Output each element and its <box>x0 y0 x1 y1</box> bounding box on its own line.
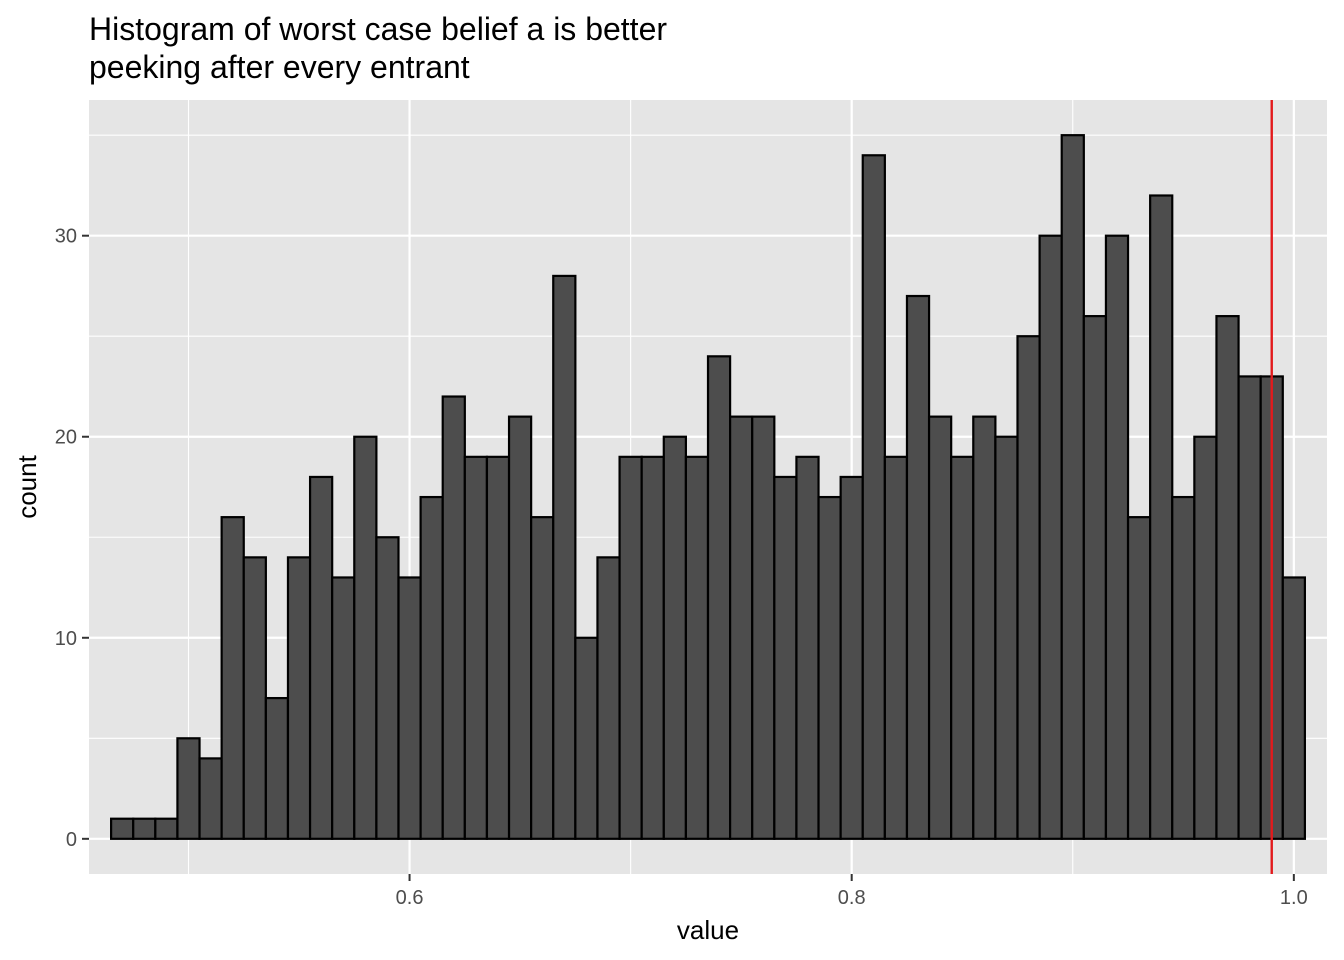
histogram-bar <box>132 817 157 840</box>
histogram-bar <box>729 415 754 840</box>
histogram-bar <box>574 636 599 840</box>
histogram-bar <box>1104 234 1130 840</box>
histogram-bar <box>618 455 643 840</box>
histogram-bar <box>1193 435 1218 840</box>
histogram-bar <box>507 415 533 840</box>
x-axis-ticks: 0.6 0.8 1.0 <box>396 874 1308 909</box>
histogram-bar <box>817 495 842 840</box>
y-tick-label: 20 <box>55 427 77 449</box>
histogram-bar <box>640 455 665 840</box>
y-tick-label: 30 <box>55 226 77 248</box>
histogram-bar <box>905 294 931 840</box>
histogram-bar <box>1149 194 1174 840</box>
histogram-bar <box>485 455 511 840</box>
histogram-bar <box>419 495 444 840</box>
histogram-bar <box>286 556 312 840</box>
histogram-bars <box>110 134 1306 840</box>
histogram-bar <box>751 415 776 840</box>
histogram-bar <box>552 274 577 840</box>
histogram-bar <box>596 556 621 840</box>
histogram-bar <box>1016 335 1041 840</box>
histogram-bar <box>1038 234 1063 840</box>
y-axis-title: count <box>12 454 42 518</box>
histogram-bar <box>950 455 975 840</box>
y-tick-label: 0 <box>66 829 77 851</box>
chart-title-line-1: Histogram of worst case belief a is bett… <box>89 11 667 47</box>
x-tick-label: 0.6 <box>396 887 424 909</box>
y-axis-ticks: 0 10 20 30 <box>55 226 89 851</box>
histogram-bar <box>839 475 864 840</box>
histogram-bar <box>861 154 886 840</box>
histogram-bar <box>1082 315 1108 840</box>
histogram-bar <box>308 475 334 840</box>
histogram-bar <box>972 415 997 840</box>
histogram-bar <box>441 395 466 840</box>
histogram-bar <box>927 415 953 840</box>
histogram-bar <box>110 817 135 840</box>
histogram-bar <box>1171 495 1196 840</box>
histogram-bar <box>176 737 201 840</box>
histogram-bar <box>331 576 356 840</box>
histogram-bar <box>1126 516 1152 840</box>
histogram-bar <box>1281 576 1306 840</box>
histogram-bar <box>154 817 179 840</box>
x-axis-title: value <box>677 915 739 945</box>
histogram-bar <box>463 455 489 840</box>
x-tick-label: 1.0 <box>1280 887 1308 909</box>
histogram-bar <box>353 435 378 840</box>
histogram-bar <box>220 516 245 840</box>
histogram-bar <box>1060 134 1085 840</box>
x-tick-label: 0.8 <box>838 887 866 909</box>
histogram-bar <box>198 757 223 840</box>
histogram-bar <box>684 455 710 840</box>
chart-title-line-2: peeking after every entrant <box>89 49 470 85</box>
histogram-bar <box>242 556 267 840</box>
histogram-bar <box>375 536 400 840</box>
histogram-bar <box>397 576 422 840</box>
histogram-bar <box>773 475 798 840</box>
histogram-bar <box>883 455 909 840</box>
histogram-bar <box>706 355 732 840</box>
histogram-bar <box>530 516 555 840</box>
histogram-bar <box>994 435 1019 840</box>
histogram-bar <box>1215 315 1240 840</box>
histogram-bar <box>795 455 820 840</box>
histogram-bar <box>264 696 290 840</box>
histogram-bar <box>1237 375 1262 840</box>
y-tick-label: 10 <box>55 628 77 650</box>
histogram-bar <box>662 435 687 840</box>
